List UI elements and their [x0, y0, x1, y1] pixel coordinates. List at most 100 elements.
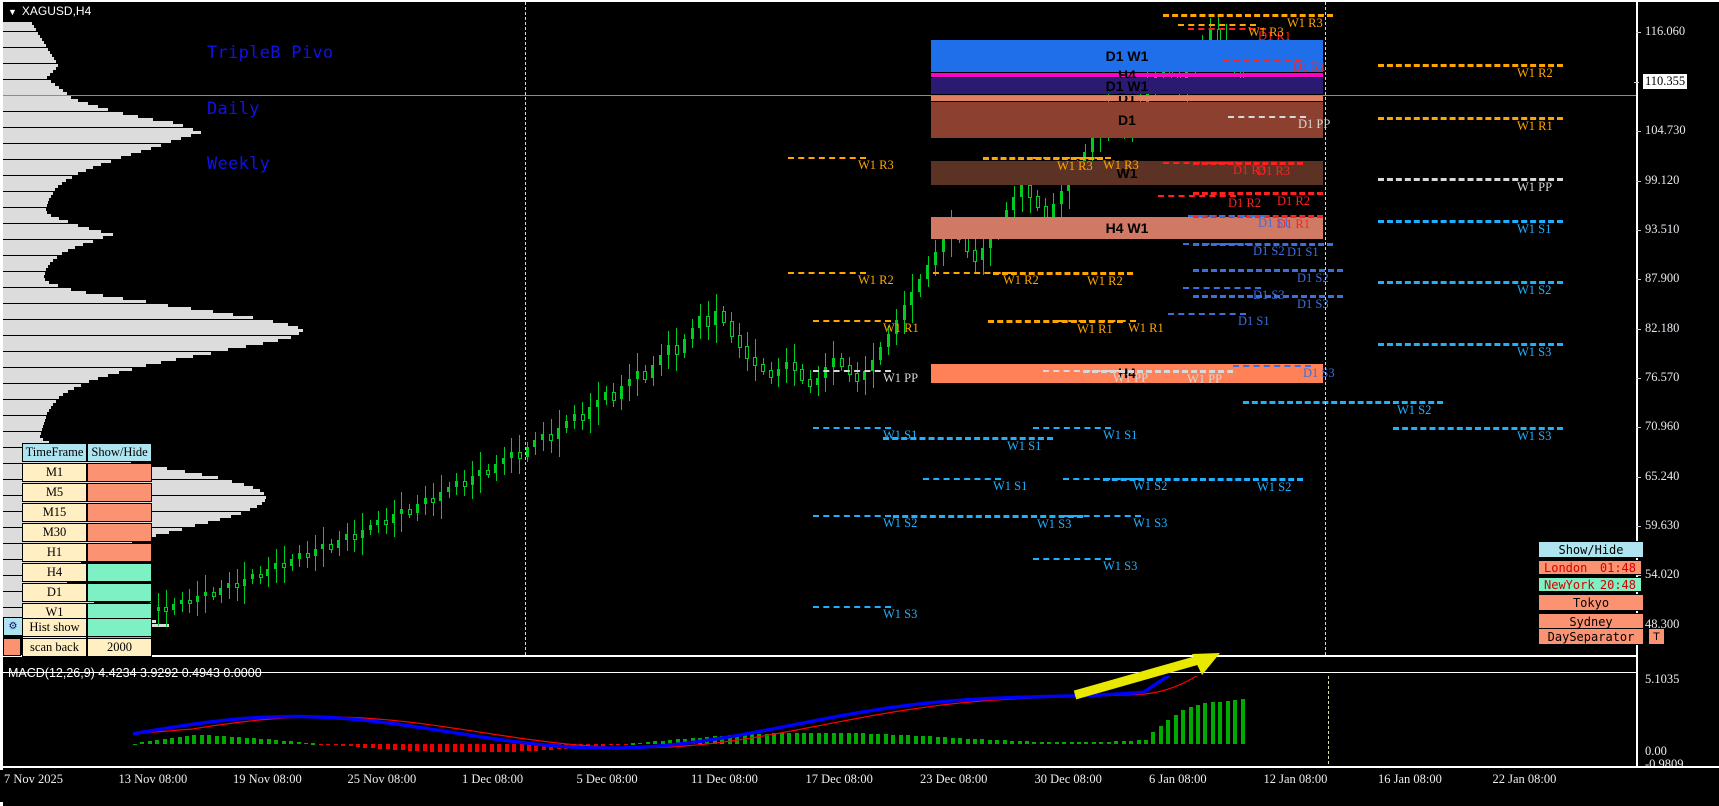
timeframe-row[interactable]: M30: [22, 523, 152, 542]
pivot-line-label: W1 PP: [1187, 371, 1223, 386]
timeframe-row[interactable]: W1: [22, 603, 152, 622]
timeframe-row[interactable]: M5: [22, 483, 152, 502]
macd-histogram-bar: [348, 743, 353, 747]
candle-body: [227, 583, 231, 588]
pivot-zone: D1 W1: [931, 39, 1323, 73]
volume-profile-bar: [3, 348, 228, 352]
timeframe-toggle-cell[interactable]: [87, 483, 152, 502]
macd-histogram-bar: [593, 743, 598, 747]
timeframe-extra-rows[interactable]: Hist show scan back 2000: [22, 618, 152, 658]
chevron-down-icon[interactable]: ▼: [8, 7, 17, 17]
volume-profile-bar: [3, 316, 253, 320]
candle-body: [674, 345, 679, 356]
candle-body: [1035, 195, 1040, 209]
pivot-line-label: W1 S2: [1397, 403, 1432, 418]
scan-back-value[interactable]: 2000: [87, 638, 152, 657]
candle-body: [729, 320, 734, 337]
time-axis[interactable]: 7 Nov 2025 13 Nov 08:00 19 Nov 08:00 25 Nov…: [0, 770, 1719, 802]
pivot-line: [1193, 242, 1333, 246]
pivot-line-label: W1 R2: [1087, 273, 1123, 288]
day-separator-row[interactable]: DaySeparator T: [1538, 628, 1665, 645]
timeframe-name-cell[interactable]: M15: [22, 503, 87, 522]
time-axis-label: 30 Dec 08:00: [1034, 772, 1102, 786]
volume-profile-bar: [3, 79, 51, 83]
candle-body: [737, 334, 742, 349]
volume-profile-bar: [3, 140, 171, 144]
pivot-line-label: D1 S3: [1303, 366, 1335, 381]
pivot-line-label: D1 R1: [1293, 60, 1326, 75]
volume-profile-bar: [3, 406, 51, 409]
timeframe-toggle-cell[interactable]: [87, 503, 152, 522]
panel-color-swatch[interactable]: [3, 638, 21, 656]
candle-body: [823, 367, 827, 378]
indicator-title-line-1: TripleB Pivo: [207, 43, 334, 63]
timeframe-row[interactable]: D1: [22, 583, 152, 602]
volume-profile-bar: [3, 47, 48, 51]
macd-histogram-bar: [303, 742, 308, 745]
pivot-line-label: W1 R3: [1057, 159, 1093, 174]
candle-body: [329, 544, 334, 550]
scan-back-label: scan back: [22, 638, 87, 657]
volume-profile-bar: [3, 319, 273, 323]
settings-icon[interactable]: ⚙: [3, 617, 23, 636]
volume-profile-bar: [3, 418, 45, 422]
session-row[interactable]: Tokyo: [1538, 594, 1644, 611]
timeframe-toggle-cell[interactable]: [87, 523, 152, 542]
timeframe-toggle-cell[interactable]: [87, 583, 152, 602]
pivot-line: [923, 477, 1001, 480]
macd-histogram-bar: [1188, 707, 1193, 744]
timeframe-name-cell[interactable]: H4: [22, 563, 87, 582]
timeframe-name-cell[interactable]: H1: [22, 543, 87, 562]
candle-body: [164, 607, 169, 612]
macd-indicator-label: MACD(12,26,9) 4.4234 3.9292 0.4943 0.000…: [8, 666, 262, 680]
timeframe-name-cell[interactable]: W1: [22, 603, 87, 622]
volume-profile-bar: [3, 169, 86, 173]
macd-histogram-bar: [995, 740, 1000, 744]
window-left-border: [0, 0, 3, 806]
pivot-line: [1193, 295, 1343, 299]
day-separator-label[interactable]: DaySeparator: [1538, 628, 1644, 645]
scan-back-row[interactable]: scan back 2000: [22, 638, 152, 657]
timeframe-row[interactable]: M15: [22, 503, 152, 522]
timeframe-toggle-cell[interactable]: [87, 463, 152, 482]
volume-profile-bar: [3, 294, 103, 297]
pivot-line: [1393, 426, 1563, 430]
time-axis-label: 22 Jan 08:00: [1492, 772, 1557, 786]
candle-body: [816, 377, 820, 385]
candle-body: [886, 333, 890, 348]
hist-show-toggle[interactable]: [87, 618, 152, 637]
session-panel-header: Show/Hide: [1538, 541, 1644, 558]
timeframe-toggle-cell[interactable]: [87, 543, 152, 562]
timeframe-name-cell[interactable]: M5: [22, 483, 87, 502]
day-separator-toggle[interactable]: T: [1648, 628, 1665, 645]
session-row[interactable]: NewYork 20:48: [1538, 577, 1642, 592]
timeframe-row[interactable]: H1: [22, 543, 152, 562]
timeframe-row[interactable]: H4: [22, 563, 152, 582]
pivot-line: [1228, 115, 1306, 118]
symbol-period-label[interactable]: ▼ XAGUSD,H4: [8, 4, 91, 18]
timeframe-row[interactable]: M1: [22, 463, 152, 482]
macd-histogram-bar: [958, 738, 963, 744]
candle-body: [219, 587, 223, 595]
timeframe-toggle-cell[interactable]: [87, 563, 152, 582]
volume-profile-bar: [3, 204, 47, 208]
session-panel[interactable]: Show/Hide London 01:48 NewYork 20:48 Tokyo Syd…: [1538, 541, 1644, 632]
pivot-line-label: W1 S2: [1133, 478, 1168, 493]
pivot-line: [1043, 369, 1121, 372]
session-row[interactable]: London 01:48: [1538, 560, 1642, 575]
macd-histogram-bar: [943, 737, 948, 744]
volume-profile-bar: [3, 223, 78, 227]
volume-profile-bar: [3, 76, 47, 80]
timeframe-name-cell[interactable]: D1: [22, 583, 87, 602]
candle-body: [894, 319, 898, 334]
volume-profile-bar: [3, 409, 49, 413]
volume-profile-bar: [3, 60, 56, 64]
macd-histogram-bar: [318, 743, 323, 746]
hist-show-row[interactable]: Hist show: [22, 618, 152, 637]
volume-profile-bar: [3, 201, 48, 205]
candle-body: [250, 573, 254, 580]
pivot-zone-label: W1: [1116, 164, 1138, 181]
timeframe-name-cell[interactable]: M1: [22, 463, 87, 482]
timeframe-name-cell[interactable]: M30: [22, 523, 87, 542]
